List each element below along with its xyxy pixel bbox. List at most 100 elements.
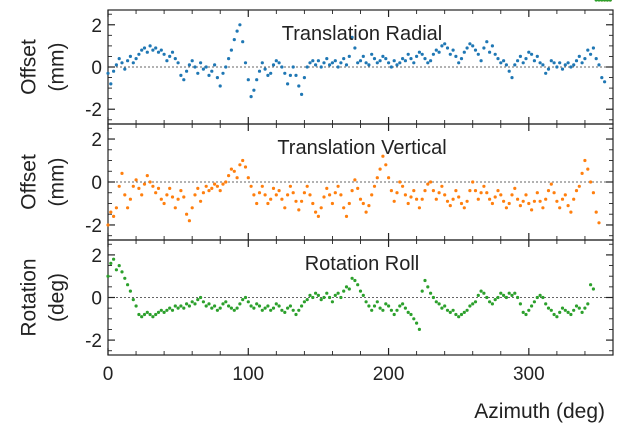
data-point (350, 276, 354, 280)
data-point (232, 38, 236, 42)
data-point (356, 186, 360, 190)
data-point (549, 59, 553, 63)
data-point (232, 169, 236, 173)
data-point (246, 78, 250, 82)
data-point (297, 308, 301, 312)
data-point (577, 54, 581, 59)
data-point (586, 48, 590, 52)
data-point (218, 306, 222, 310)
data-point (297, 84, 301, 88)
data-point (389, 308, 393, 312)
data-point (462, 206, 466, 210)
data-point (586, 167, 590, 171)
data-point (137, 186, 141, 190)
data-point (462, 310, 466, 314)
data-point (168, 54, 172, 59)
data-point (401, 302, 405, 306)
data-point (465, 308, 469, 312)
data-point (527, 201, 531, 206)
data-point (342, 289, 346, 293)
data-point (319, 206, 323, 210)
data-point (462, 50, 466, 54)
data-point (260, 308, 264, 312)
data-point (173, 57, 177, 61)
data-point (300, 199, 304, 203)
data-point (417, 50, 421, 54)
data-point (344, 285, 349, 289)
data-point (246, 176, 250, 180)
data-point (243, 295, 248, 300)
data-point (482, 184, 486, 188)
data-point (185, 302, 189, 306)
data-point (300, 304, 304, 308)
data-point (142, 312, 147, 317)
data-point (218, 84, 222, 88)
data-point (465, 199, 469, 203)
data-point (159, 48, 163, 52)
data-point (173, 304, 177, 308)
data-point (109, 210, 113, 214)
data-point (577, 306, 581, 310)
data-point (330, 201, 334, 206)
data-point (204, 304, 208, 308)
data-point (445, 308, 450, 312)
y-tick-label: 0 (91, 289, 102, 310)
data-point (423, 189, 427, 193)
data-point (381, 308, 385, 312)
data-point (271, 186, 276, 190)
data-point (504, 295, 508, 300)
data-point (563, 63, 567, 67)
data-point (260, 61, 264, 65)
data-point (156, 186, 161, 190)
data-point (431, 295, 435, 300)
data-point (378, 59, 382, 63)
data-point (162, 310, 166, 314)
data-point (179, 304, 183, 308)
data-point (395, 191, 399, 195)
data-point (577, 184, 581, 188)
data-point (134, 178, 138, 182)
data-point (507, 201, 511, 206)
data-point (134, 57, 138, 61)
data-point (243, 61, 248, 65)
data-point (156, 310, 161, 314)
data-point (145, 174, 149, 178)
data-point (325, 186, 329, 190)
data-point (361, 293, 365, 297)
data-point (221, 182, 225, 186)
data-point (120, 171, 124, 175)
data-point (297, 208, 301, 212)
data-point (502, 59, 506, 63)
data-point (384, 302, 388, 306)
data-point (412, 189, 416, 193)
x-axis-label: Azimuth (deg) (474, 400, 605, 423)
data-point (375, 176, 379, 180)
y-tick-label: 2 (91, 130, 102, 151)
data-point (252, 306, 256, 310)
data-point (140, 193, 144, 197)
data-point (316, 293, 320, 297)
data-point (552, 191, 556, 195)
data-point (552, 61, 556, 65)
data-point (305, 184, 309, 188)
data-point (182, 195, 186, 199)
y-axis-label: (mm) (46, 43, 69, 92)
data-point (308, 293, 312, 297)
data-point (342, 57, 346, 61)
data-point (457, 61, 461, 65)
data-point (210, 186, 214, 190)
data-point (199, 295, 203, 300)
data-point (257, 69, 262, 73)
data-point (549, 182, 553, 186)
data-point (558, 310, 562, 314)
y-tick-label: -2 (85, 331, 102, 352)
data-point (600, 0, 604, 2)
data-point (117, 264, 121, 268)
data-point (123, 193, 127, 197)
x-tick-label: 100 (232, 364, 264, 385)
data-point (502, 199, 506, 203)
data-point (358, 59, 363, 63)
data-point (224, 180, 228, 184)
data-point (182, 78, 186, 82)
series-1 (106, 0, 612, 99)
